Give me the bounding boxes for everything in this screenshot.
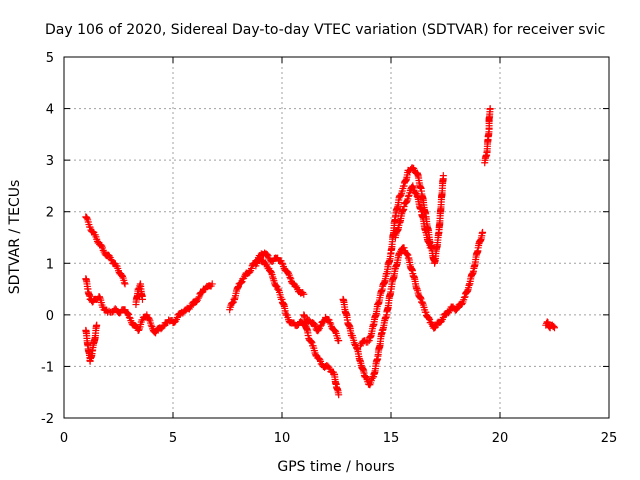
data-point [246, 268, 254, 276]
x-tick-label: 0 [60, 431, 68, 446]
y-tick-label: 4 [46, 103, 54, 118]
data-point [304, 331, 312, 339]
x-axis-label: GPS time / hours [277, 459, 394, 475]
data-point [403, 250, 411, 258]
x-tick-label: 10 [274, 431, 291, 446]
data-point [403, 198, 411, 206]
y-axis-label: SDTVAR / TECUs [7, 180, 23, 295]
data-point [98, 242, 106, 250]
data-point [119, 272, 127, 280]
data-point [308, 339, 316, 347]
data-point [121, 280, 129, 288]
data-point [267, 268, 275, 276]
data-point [274, 285, 282, 293]
data-point [307, 338, 315, 346]
plot-frame [63, 56, 610, 419]
data-point [438, 317, 446, 325]
y-tick-label: -2 [41, 412, 54, 427]
axis-ticks: -2 -1 0 1 2 3 4 5 0 5 10 15 20 25 [41, 51, 617, 446]
x-tick-label: 20 [492, 431, 509, 446]
data-point [551, 324, 558, 332]
data-point [83, 214, 91, 222]
data-point [543, 318, 551, 326]
data-point [138, 295, 146, 303]
data-point [124, 309, 132, 317]
data-point [364, 338, 372, 346]
data-point [458, 300, 466, 308]
data-point [300, 290, 308, 298]
data-point [310, 320, 318, 328]
data-points [82, 105, 558, 399]
data-point [316, 322, 324, 330]
data-point [286, 273, 294, 281]
x-tick-label: 5 [169, 431, 177, 446]
chart-title: Day 106 of 2020, Sidereal Day-to-day VTE… [45, 22, 605, 38]
data-point [147, 321, 155, 329]
data-point [445, 309, 453, 317]
data-point [404, 192, 412, 200]
data-point [422, 308, 430, 316]
y-tick-label: 1 [46, 257, 54, 272]
x-tick-label: 15 [383, 431, 400, 446]
data-point [96, 293, 104, 301]
data-point [208, 280, 216, 288]
x-tick-label: 25 [601, 431, 618, 446]
y-tick-label: 2 [46, 206, 54, 221]
data-point [316, 356, 324, 364]
data-point [326, 319, 334, 327]
data-point [237, 279, 245, 287]
data-point [120, 279, 128, 287]
data-point [335, 337, 343, 345]
data-point [335, 391, 343, 399]
data-point [125, 313, 133, 321]
data-point [426, 244, 434, 252]
data-point [486, 105, 494, 113]
data-point [425, 314, 433, 322]
data-point [105, 252, 113, 260]
data-point [439, 172, 447, 180]
data-point [284, 268, 292, 276]
y-tick-label: -1 [41, 360, 54, 375]
data-point [397, 191, 405, 199]
data-point [263, 250, 271, 258]
data-point [550, 322, 558, 330]
data-point [315, 326, 323, 334]
data-point [479, 228, 487, 236]
data-point [107, 256, 115, 264]
y-tick-label: 5 [46, 51, 54, 66]
data-point [172, 317, 180, 325]
data-point [194, 294, 202, 302]
data-point [292, 282, 300, 290]
y-tick-label: 3 [46, 154, 54, 169]
y-tick-label: 0 [46, 309, 54, 324]
data-point [299, 288, 307, 296]
data-point [278, 259, 286, 267]
data-point [351, 340, 359, 348]
data-point [460, 293, 468, 301]
data-point [145, 315, 153, 323]
grid-lines [64, 57, 609, 418]
data-point [135, 326, 143, 334]
data-point [93, 321, 101, 329]
